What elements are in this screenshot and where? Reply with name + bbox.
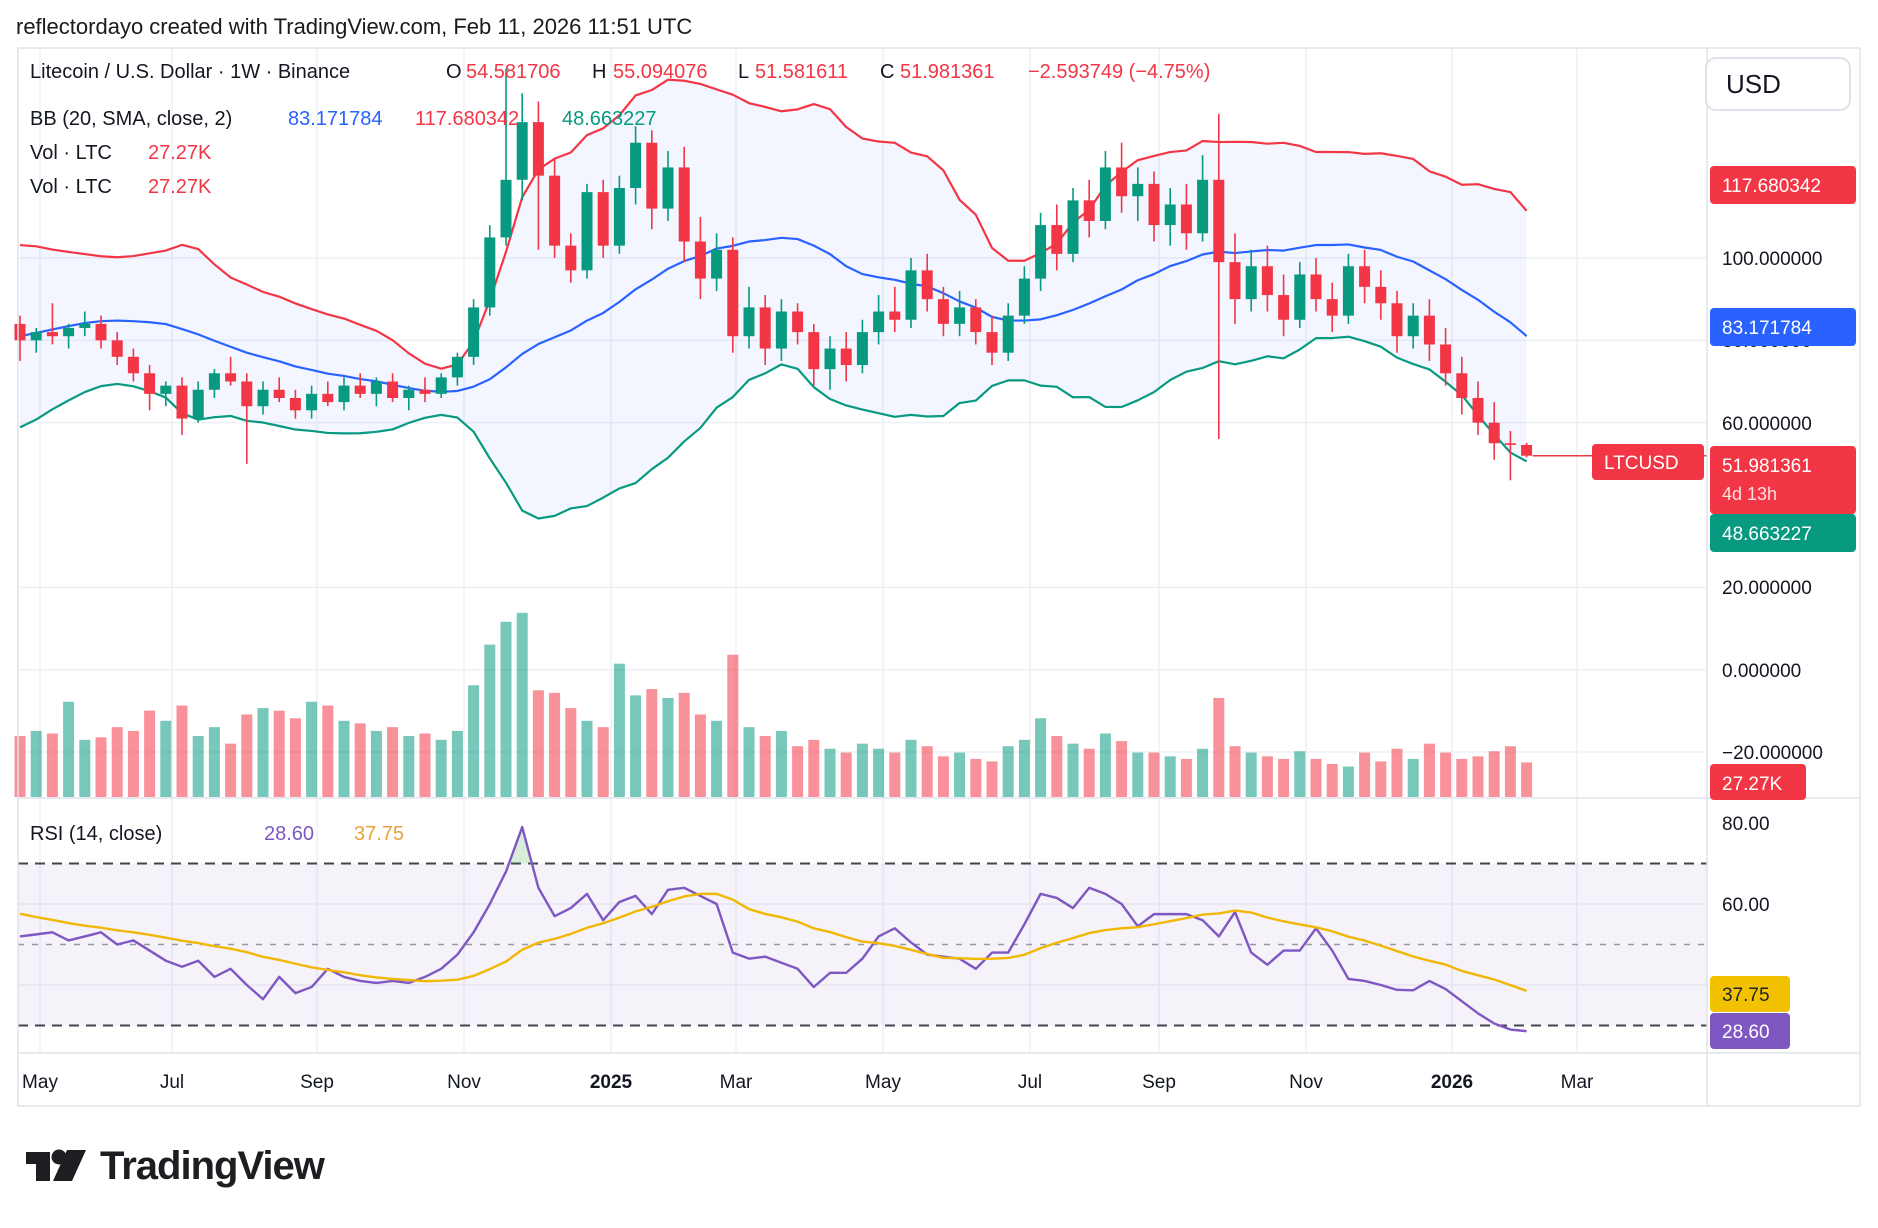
bb-lower-badge: 48.663227 [1710, 514, 1856, 552]
price-tick-100: 100.000000 [1722, 249, 1822, 270]
time-tick-Mar: Mar [720, 1072, 753, 1093]
logo-mark-seven [53, 1150, 86, 1181]
gridlines [18, 48, 1707, 1053]
last-price-value: 51.981361 [1722, 456, 1812, 477]
price-tick-60: 60.000000 [1722, 414, 1812, 435]
brand-wordmark: TradingView [100, 1144, 326, 1188]
rsi-ma-badge-value: 37.75 [1722, 985, 1770, 1006]
legend-volume-row-2[interactable]: Vol · LTC 27.27K [30, 176, 212, 198]
bb-upper-badge-value: 117.680342 [1722, 176, 1821, 197]
volume-label-1: Vol · LTC [30, 142, 112, 164]
ohlc-low-label: L [738, 61, 749, 83]
legend-bb-row[interactable]: BB (20, SMA, close, 2) 83.171784 117.680… [30, 108, 657, 130]
time-tick-2025: 2025 [590, 1072, 633, 1093]
price-tick-minus20: −20.000000 [1722, 743, 1823, 764]
volume-value-1: 27.27K [148, 142, 212, 164]
bb-basis-badge: 83.171784 [1710, 308, 1856, 346]
chart-frame [17, 47, 1861, 1107]
ohlc-open-value: 54.581706 [466, 61, 561, 83]
symbol-price-label: LTCUSD [1592, 444, 1704, 480]
time-tick-Jul: Jul [1018, 1072, 1042, 1093]
volume-bars [14, 612, 1533, 797]
rsi-ma-value: 37.75 [354, 823, 404, 845]
symbol-label-text: LTCUSD [1604, 453, 1679, 474]
rsi-tick-80: 80.00 [1722, 814, 1770, 835]
bb-basis-badge-value: 83.171784 [1722, 318, 1812, 339]
bb-lower-badge-value: 48.663227 [1722, 524, 1812, 545]
currency-button-label: USD [1726, 69, 1781, 99]
time-tick-Mar: Mar [1561, 1072, 1594, 1093]
bb-upper-badge: 117.680342 [1710, 166, 1856, 204]
logo-mark-one [26, 1152, 50, 1181]
ohlc-open-label: O [446, 61, 462, 83]
time-tick-Sep: Sep [300, 1072, 334, 1093]
legend-symbol-row[interactable]: Litecoin / U.S. Dollar · 1W · Binance O … [30, 61, 1210, 83]
volume-value-2: 27.27K [148, 176, 212, 198]
bb-lower-value: 48.663227 [562, 108, 657, 130]
time-tick-2026: 2026 [1431, 1072, 1473, 1093]
bar-countdown: 4d 13h [1722, 484, 1777, 504]
rsi-value-badge: 28.60 [1710, 1013, 1790, 1049]
time-axis[interactable]: May Jul Sep Nov 2025 Mar May Jul Sep Nov 2026 Mar [22, 1072, 1594, 1093]
bb-upper-value: 117.680342 [415, 108, 519, 130]
time-tick-May: May [865, 1072, 901, 1093]
time-tick-Jul: Jul [160, 1072, 184, 1093]
price-axis[interactable]: 100.000000 80.000000 60.000000 20.000000… [1722, 249, 1823, 764]
legend-rsi-row[interactable]: RSI (14, close) 28.60 37.75 [30, 823, 404, 845]
chart-background [18, 48, 1860, 1106]
bb-label: BB (20, SMA, close, 2) [30, 108, 232, 130]
rsi-label: RSI (14, close) [30, 823, 162, 845]
time-tick-Sep: Sep [1142, 1072, 1176, 1093]
rsi-ma-badge: 37.75 [1710, 976, 1790, 1012]
ohlc-close-label: C [880, 61, 894, 83]
time-tick-Nov: Nov [1289, 1072, 1323, 1093]
rsi-axis[interactable]: 80.00 60.00 [1722, 814, 1770, 916]
ohlc-high-label: H [592, 61, 606, 83]
tradingview-logo[interactable]: TradingView [26, 1144, 327, 1188]
rsi-plot [18, 825, 1707, 1033]
candles [14, 68, 1533, 481]
rsi-value: 28.60 [264, 823, 314, 845]
time-tick-Nov: Nov [447, 1072, 481, 1093]
legend-volume-row-1[interactable]: Vol · LTC 27.27K [30, 142, 212, 164]
price-tick-0: 0.000000 [1722, 661, 1801, 682]
snapshot-header: reflectordayo created with TradingView.c… [16, 14, 692, 39]
currency-button[interactable]: USD [1705, 57, 1851, 111]
volume-label-2: Vol · LTC [30, 176, 112, 198]
volume-badge-value: 27.27K [1722, 774, 1783, 795]
time-tick-May: May [22, 1072, 58, 1093]
volume-badge: 27.27K [1710, 764, 1806, 800]
last-price-badge: 51.981361 4d 13h [1710, 446, 1856, 514]
price-tick-20: 20.000000 [1722, 578, 1812, 599]
ohlc-high-value: 55.094076 [613, 61, 708, 83]
symbol-title: Litecoin / U.S. Dollar · 1W · Binance [30, 61, 350, 83]
ohlc-change-value: −2.593749 (−4.75%) [1028, 61, 1210, 83]
bb-basis-value: 83.171784 [288, 108, 383, 130]
rsi-tick-60: 60.00 [1722, 895, 1770, 916]
rsi-value-badge-value: 28.60 [1722, 1022, 1770, 1043]
ohlc-low-value: 51.581611 [755, 61, 848, 83]
ohlc-close-value: 51.981361 [900, 61, 995, 83]
